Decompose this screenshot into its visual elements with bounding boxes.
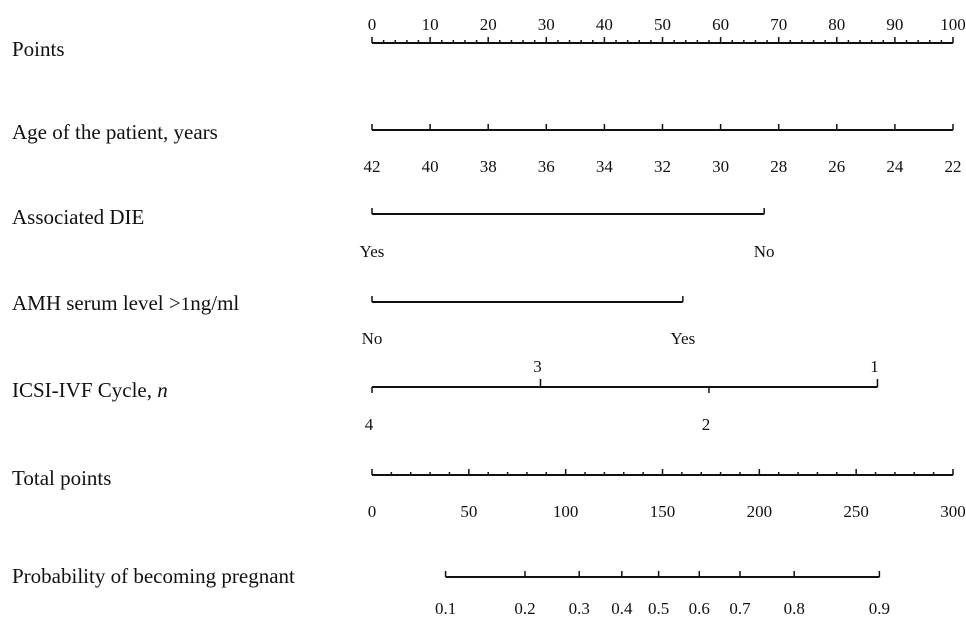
age-tick-label: 42 — [364, 157, 381, 176]
icsi-tick-label: 2 — [702, 415, 711, 434]
icsi-tick-label: 4 — [365, 415, 374, 434]
probability-tick-label: 0.5 — [648, 599, 669, 618]
icsi-label-italic: n — [157, 378, 168, 402]
age-axis: 42 40 38 36 34 32 30 28 26 24 22 — [364, 124, 962, 176]
total-points-tick-label: 200 — [747, 502, 773, 521]
probability-tick-label: 0.7 — [729, 599, 751, 618]
amh-tick-label: No — [362, 329, 383, 348]
probability-tick-label: 0.9 — [869, 599, 890, 618]
probability-tick-label: 0.1 — [435, 599, 456, 618]
amh-row-label: AMH serum level >1ng/ml — [12, 291, 239, 315]
probability-tick-label: 0.2 — [514, 599, 535, 618]
amh-label-unit: ng/ml — [190, 291, 239, 315]
points-tick-label: 50 — [654, 15, 671, 34]
age-tick-label: 40 — [422, 157, 439, 176]
die-tick-label: Yes — [360, 242, 385, 261]
die-axis: Yes No — [360, 208, 775, 261]
points-tick-label: 60 — [712, 15, 729, 34]
amh-tick-label: Yes — [670, 329, 695, 348]
amh-axis: No Yes — [362, 296, 695, 348]
age-row-label: Age of the patient, years — [12, 120, 218, 144]
points-tick-label: 0 — [368, 15, 377, 34]
age-tick-label: 26 — [828, 157, 845, 176]
icsi-tick-label: 3 — [533, 357, 542, 376]
age-tick-label: 30 — [712, 157, 729, 176]
probability-row-label: Probability of becoming pregnant — [12, 564, 295, 588]
icsi-label-main: ICSI-IVF Cycle, — [12, 378, 157, 402]
points-axis: 0 10 20 30 40 50 60 70 80 90 100 — [368, 15, 966, 44]
probability-tick-label: 0.3 — [569, 599, 590, 618]
age-tick-label: 22 — [945, 157, 962, 176]
total-points-row-label: Total points — [12, 466, 111, 490]
icsi-axis: 4 3 2 1 — [365, 357, 879, 434]
amh-label-number: 1 — [181, 294, 191, 315]
points-tick-label: 80 — [828, 15, 845, 34]
total-points-tick-label: 300 — [940, 502, 966, 521]
total-points-tick-label: 250 — [843, 502, 869, 521]
age-tick-label: 34 — [596, 157, 614, 176]
total-points-tick-label: 50 — [460, 502, 477, 521]
points-tick-label: 20 — [480, 15, 497, 34]
probability-tick-label: 0.6 — [689, 599, 710, 618]
total-points-axis: 0 50 100 150 200 250 300 — [368, 469, 966, 521]
die-tick-label: No — [754, 242, 775, 261]
total-points-tick-label: 0 — [368, 502, 377, 521]
points-tick-label: 70 — [770, 15, 787, 34]
total-points-tick-label: 150 — [650, 502, 676, 521]
age-tick-label: 28 — [770, 157, 787, 176]
age-tick-label: 38 — [480, 157, 497, 176]
points-tick-label: 100 — [940, 15, 966, 34]
points-tick-label: 30 — [538, 15, 555, 34]
amh-label-prefix: AMH serum level > — [12, 291, 181, 315]
icsi-tick-label: 1 — [870, 357, 879, 376]
probability-tick-label: 0.8 — [784, 599, 805, 618]
age-tick-label: 24 — [886, 157, 904, 176]
icsi-row-label: ICSI-IVF Cycle, n — [12, 378, 168, 402]
points-tick-label: 40 — [596, 15, 613, 34]
age-tick-label: 32 — [654, 157, 671, 176]
points-tick-label: 90 — [886, 15, 903, 34]
points-tick-label: 10 — [422, 15, 439, 34]
points-row-label: Points — [12, 37, 65, 61]
probability-tick-label: 0.4 — [611, 599, 633, 618]
die-row-label: Associated DIE — [12, 205, 144, 229]
age-tick-label: 36 — [538, 157, 555, 176]
total-points-tick-label: 100 — [553, 502, 579, 521]
probability-axis: 0.1 0.2 0.3 0.4 0.5 0.6 0.7 0.8 0.9 — [435, 571, 890, 618]
